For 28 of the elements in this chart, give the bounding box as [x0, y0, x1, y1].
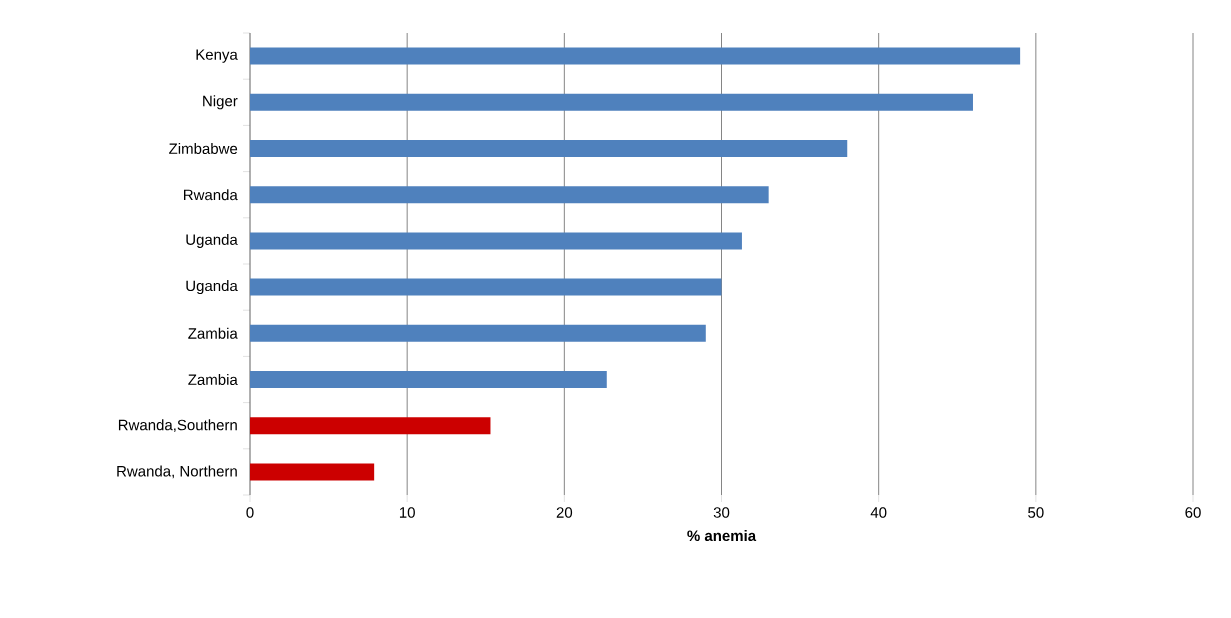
y-tick-label: Kenya	[196, 49, 238, 63]
y-tick-label: Uganda	[186, 280, 238, 295]
y-tick-label: Zimbabwe	[169, 142, 238, 154]
bar	[250, 463, 375, 481]
x-tick-label: 20	[556, 507, 573, 518]
bar	[250, 371, 607, 388]
bar	[250, 417, 491, 435]
bar	[250, 47, 1021, 65]
x-tick-label: 50	[1028, 507, 1044, 518]
y-tick-label: Rwanda,Southern	[118, 419, 237, 433]
bar	[250, 232, 742, 250]
y-tick-label: Rwanda	[184, 189, 238, 201]
y-tick-label: Niger	[203, 95, 238, 110]
x-tick-label: 10	[399, 507, 415, 518]
x-tick-label: 40	[870, 507, 887, 518]
x-axis-title: % anemia	[687, 530, 757, 542]
x-tick-label: 30	[713, 507, 730, 518]
y-tick-label: Rwanda, Northern	[117, 465, 237, 479]
x-tick-label: 0	[246, 507, 254, 518]
bar	[250, 324, 706, 342]
y-tick-label: Uganda	[186, 233, 238, 248]
bar	[250, 93, 973, 111]
bar	[250, 278, 722, 296]
y-tick-label: Zambia	[188, 373, 238, 386]
bar	[250, 140, 848, 157]
x-tick-label: 60	[1185, 507, 1201, 518]
y-tick-label: Zambia	[188, 327, 238, 339]
bar	[250, 186, 769, 204]
